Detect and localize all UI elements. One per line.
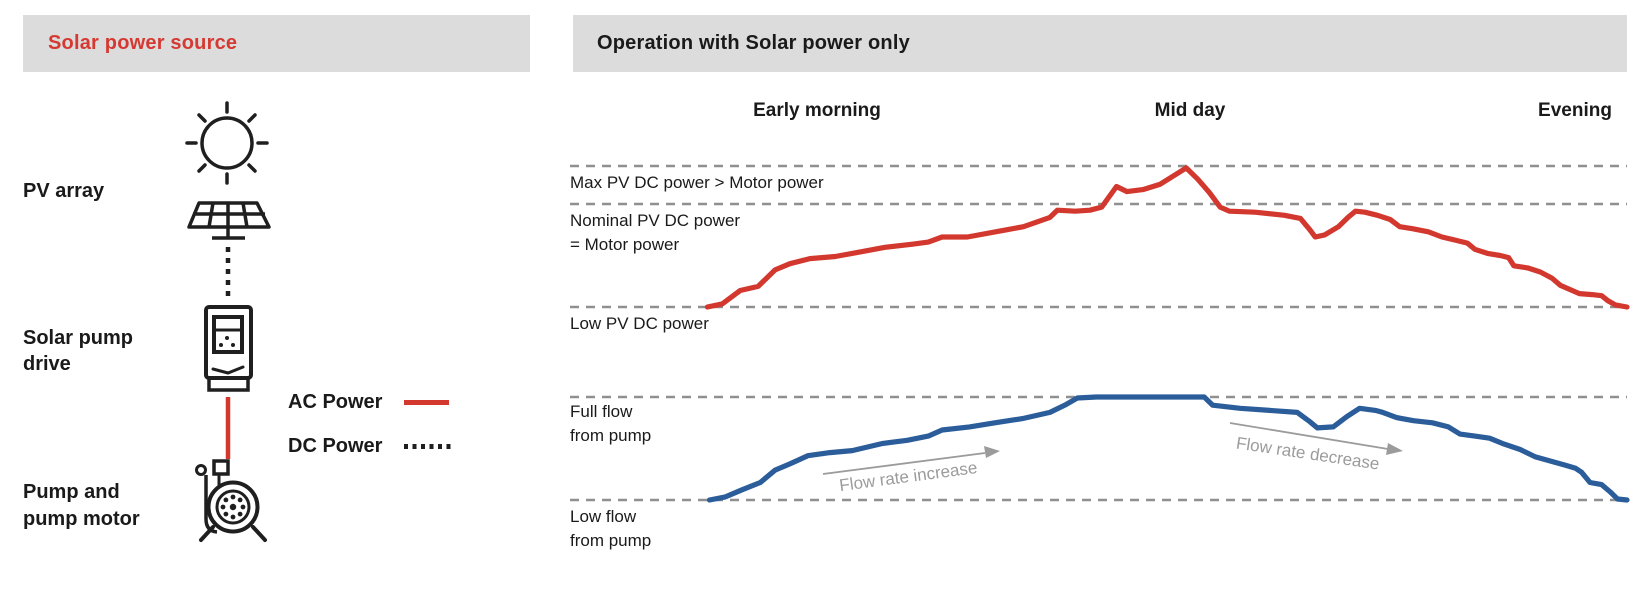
pv-panel-icon bbox=[187, 201, 271, 240]
legend-ac-power: AC Power bbox=[288, 389, 449, 415]
right-panel-title: Operation with Solar power only bbox=[597, 32, 910, 54]
right-header-bar: Operation with Solar power only bbox=[573, 15, 1627, 72]
pump-icon bbox=[195, 459, 267, 542]
system-diagram bbox=[185, 101, 271, 542]
level-label-full-flow: Full flow from pump bbox=[570, 402, 652, 445]
legend-dc-power: DC Power bbox=[288, 433, 452, 459]
left-panel-title: Solar power source bbox=[48, 32, 238, 54]
flow-rate-decrease-annotation: Flow rate decrease bbox=[1229, 422, 1403, 474]
level-label-max-pv-power: Max PV DC power > Motor power bbox=[570, 173, 824, 192]
flow-rate-decrease-label: Flow rate decrease bbox=[1235, 433, 1381, 473]
label-pump-and-motor: Pump and pump motor bbox=[23, 481, 140, 530]
level-label-nominal-pv-power: Nominal PV DC power = Motor power bbox=[570, 211, 741, 254]
level-label-low-flow: Low flow from pump bbox=[570, 507, 652, 550]
level-label-low-pv-power: Low PV DC power bbox=[570, 314, 709, 333]
time-label-evening: Evening bbox=[1538, 100, 1612, 121]
ac-line-swatch bbox=[404, 399, 449, 405]
time-label-mid-day: Mid day bbox=[1154, 100, 1226, 121]
drive-icon bbox=[204, 305, 253, 392]
pv-power-curve bbox=[704, 165, 1630, 310]
label-pv-array: PV array bbox=[23, 180, 105, 202]
pump-flow-curve bbox=[706, 394, 1630, 503]
legend-ac-label: AC Power bbox=[288, 390, 383, 413]
dc-line-swatch bbox=[404, 443, 452, 449]
sun-icon bbox=[185, 101, 269, 185]
left-header-bar: Solar power source bbox=[23, 15, 530, 72]
operation-chart: Flow rate increase Flow rate decrease bbox=[570, 164, 1630, 503]
time-label-early-morning: Early morning bbox=[753, 100, 881, 121]
legend-dc-label: DC Power bbox=[288, 434, 383, 457]
label-solar-pump-drive: Solar pump drive bbox=[23, 327, 134, 375]
